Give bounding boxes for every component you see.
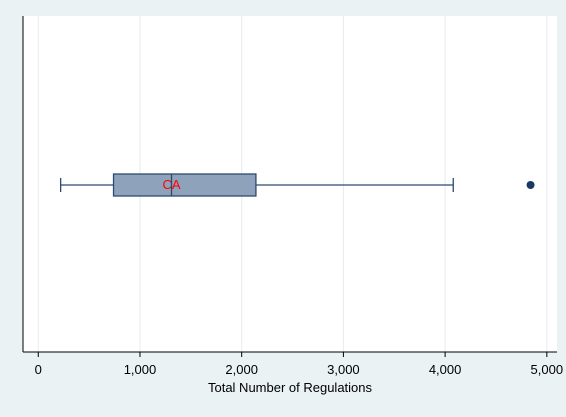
x-axis-label: Total Number of Regulations: [208, 380, 373, 395]
interquartile-box: [112, 173, 257, 197]
x-tick-label: 4,000: [429, 362, 462, 377]
x-axis-ticks: 0 1,000 2,000 3,000 4,000 5,000: [35, 352, 563, 377]
annotation-label: CA: [162, 177, 180, 192]
outlier-point: [526, 181, 535, 189]
box-plot: CA: [59, 173, 535, 197]
x-tick-label: 5,000: [531, 362, 564, 377]
x-tick-label: 0: [35, 362, 42, 377]
x-tick-label: 2,000: [225, 362, 258, 377]
x-tick-label: 3,000: [327, 362, 360, 377]
plot-area: [23, 16, 557, 352]
x-tick-label: 1,000: [124, 362, 157, 377]
